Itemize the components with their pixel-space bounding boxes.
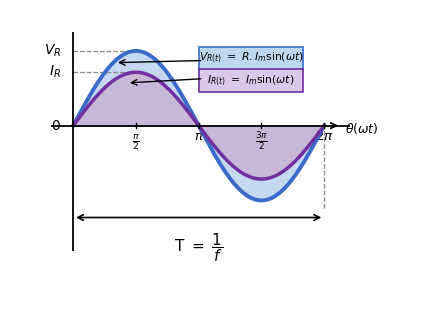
Text: $V_R$: $V_R$ xyxy=(44,43,61,59)
Text: $I_R$: $I_R$ xyxy=(49,64,61,80)
Text: $V_{R(t)}\ =\ R.I_m\sin(\omega t)$: $V_{R(t)}\ =\ R.I_m\sin(\omega t)$ xyxy=(198,51,303,65)
FancyBboxPatch shape xyxy=(199,69,302,92)
FancyBboxPatch shape xyxy=(199,47,302,70)
Text: $2\pi$: $2\pi$ xyxy=(314,130,333,144)
Text: $\mathrm{T}\ =\ \dfrac{1}{f}$: $\mathrm{T}\ =\ \dfrac{1}{f}$ xyxy=(173,231,223,264)
Text: $\pi$: $\pi$ xyxy=(193,130,203,144)
Text: $I_{R(t)}\ =\ I_m\sin(\omega t)$: $I_{R(t)}\ =\ I_m\sin(\omega t)$ xyxy=(207,73,294,88)
Text: $\frac{3\pi}{2}$: $\frac{3\pi}{2}$ xyxy=(254,130,267,152)
Text: $\frac{\pi}{2}$: $\frac{\pi}{2}$ xyxy=(132,133,140,152)
Text: $\theta(\omega t)$: $\theta(\omega t)$ xyxy=(344,121,378,136)
Text: $0$: $0$ xyxy=(51,119,61,133)
